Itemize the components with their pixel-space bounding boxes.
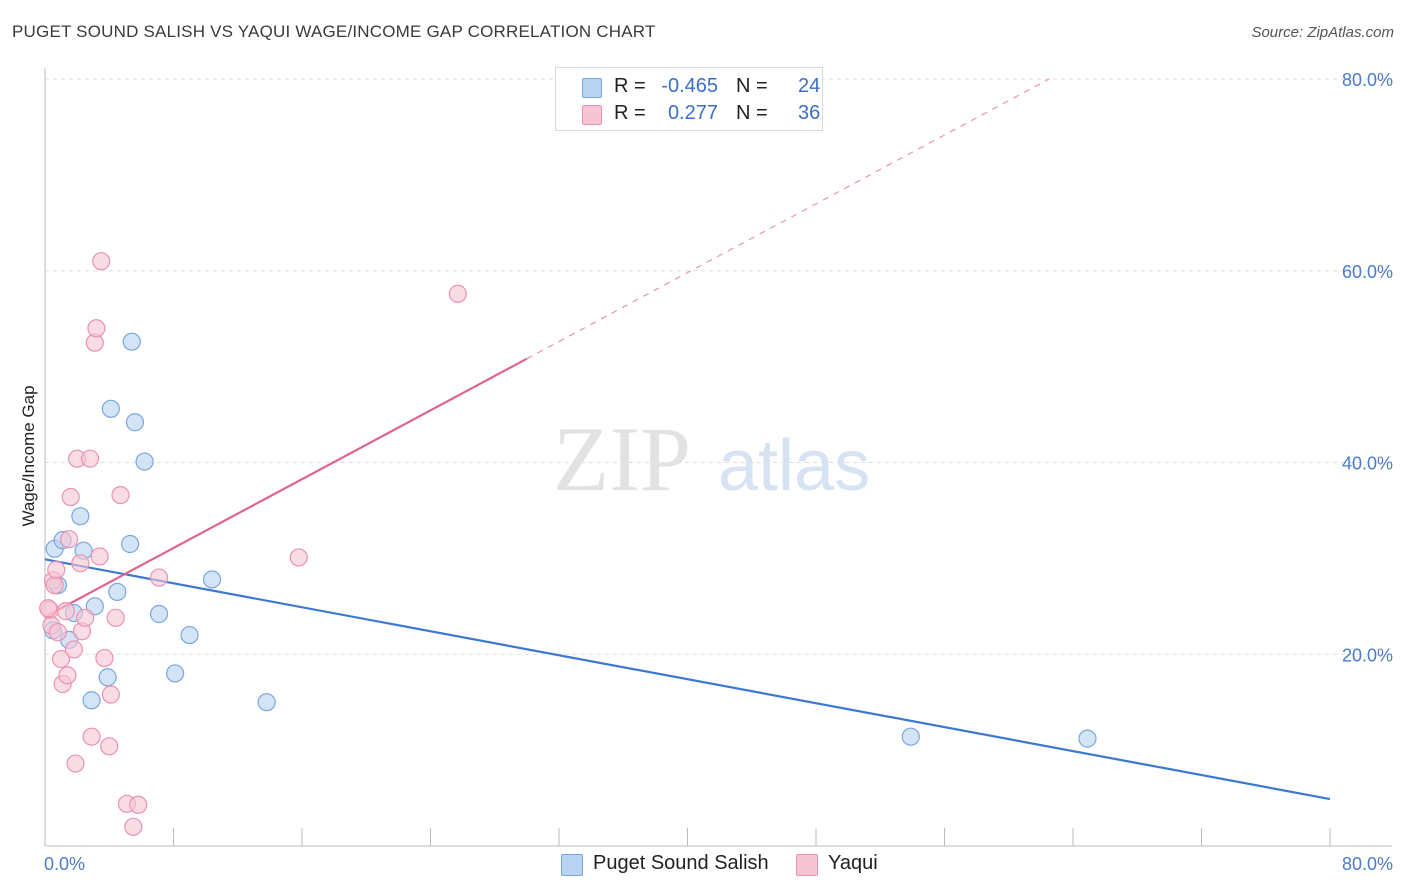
bottom-legend-label-puget: Puget Sound Salish	[593, 852, 769, 874]
point-puget	[149, 604, 169, 624]
point-yaqui	[95, 648, 114, 668]
point-yaqui	[289, 548, 308, 567]
bottom-legend-label-yaqui: Yaqui	[828, 852, 878, 874]
point-yaqui	[47, 560, 66, 579]
source-label: Source: ZipAtlas.com	[1251, 24, 1394, 41]
watermark: ZIP atlas	[553, 408, 870, 510]
point-puget	[98, 668, 117, 687]
point-puget	[101, 399, 120, 418]
legend-n-label: N =	[736, 75, 768, 97]
point-puget	[108, 582, 127, 602]
point-yaqui	[92, 252, 111, 271]
correlation-legend: R = -0.465 N = 24 R = 0.277 N = 36	[555, 67, 823, 131]
chart-title: PUGET SOUND SALISH VS YAQUI WAGE/INCOME …	[12, 22, 656, 41]
point-yaqui	[58, 666, 77, 685]
point-puget	[71, 507, 90, 526]
point-puget	[257, 693, 276, 712]
y-tick-label: 80.0%	[1342, 70, 1393, 90]
point-puget	[135, 452, 154, 471]
point-yaqui	[100, 737, 119, 756]
y-tick-label: 20.0%	[1342, 645, 1393, 665]
legend-n-value: 24	[798, 75, 821, 97]
point-puget	[166, 664, 185, 683]
point-yaqui	[45, 576, 64, 595]
point-yaqui	[124, 817, 143, 836]
point-yaqui	[82, 727, 101, 746]
y-tick-label: 60.0%	[1342, 262, 1393, 282]
bottom-legend-swatch-yaqui	[796, 854, 818, 876]
point-puget	[180, 625, 199, 645]
x-tick-label: 0.0%	[44, 854, 85, 874]
point-puget	[901, 727, 920, 746]
point-yaqui	[76, 608, 95, 627]
point-puget	[125, 413, 145, 432]
point-yaqui	[106, 608, 125, 627]
point-yaqui	[71, 554, 90, 573]
y-tick-label: 40.0%	[1342, 454, 1393, 474]
point-yaqui	[80, 449, 100, 468]
legend-n-value: 36	[798, 102, 821, 124]
axes	[44, 68, 1392, 847]
point-yaqui	[101, 685, 120, 704]
point-puget	[82, 691, 101, 710]
point-yaqui	[129, 795, 148, 814]
point-yaqui	[111, 485, 130, 505]
x-tick-label: 80.0%	[1342, 854, 1393, 874]
point-yaqui	[59, 530, 79, 549]
legend-r-value: -0.465	[661, 75, 718, 97]
point-yaqui	[48, 623, 67, 642]
trend-line-puget	[44, 558, 1331, 801]
trend-lines	[44, 78, 1331, 801]
bottom-legend-swatch-puget	[561, 854, 583, 876]
point-puget	[1078, 729, 1097, 748]
point-yaqui	[448, 284, 467, 303]
point-yaqui	[39, 599, 58, 618]
point-yaqui	[90, 547, 109, 566]
point-yaqui	[56, 602, 75, 621]
watermark-atlas: atlas	[718, 426, 870, 506]
grid-lines	[45, 78, 1392, 655]
watermark-zip: ZIP	[553, 408, 691, 510]
trend-line-yaqui	[44, 357, 528, 618]
trend-line-yaqui-extension	[526, 78, 1050, 360]
legend-r-label: R =	[614, 75, 646, 97]
data-points	[39, 252, 1097, 836]
point-puget	[122, 332, 141, 351]
tick-labels: 20.0% 40.0% 60.0% 80.0% 0.0% 80.0%	[44, 70, 1393, 874]
point-yaqui	[51, 649, 71, 669]
point-puget	[202, 570, 222, 589]
legend-swatch-puget	[582, 78, 602, 98]
y-axis-label: Wage/Income Gap	[19, 385, 38, 526]
point-puget	[121, 534, 140, 554]
point-yaqui	[66, 754, 85, 773]
legend-r-label: R =	[614, 102, 646, 124]
point-yaqui	[87, 319, 106, 338]
legend-n-label: N =	[736, 102, 768, 124]
point-yaqui	[61, 487, 80, 507]
legend-r-value: 0.277	[667, 102, 718, 124]
legend-swatch-yaqui	[582, 105, 602, 125]
point-yaqui	[64, 640, 84, 659]
point-yaqui	[149, 568, 169, 587]
